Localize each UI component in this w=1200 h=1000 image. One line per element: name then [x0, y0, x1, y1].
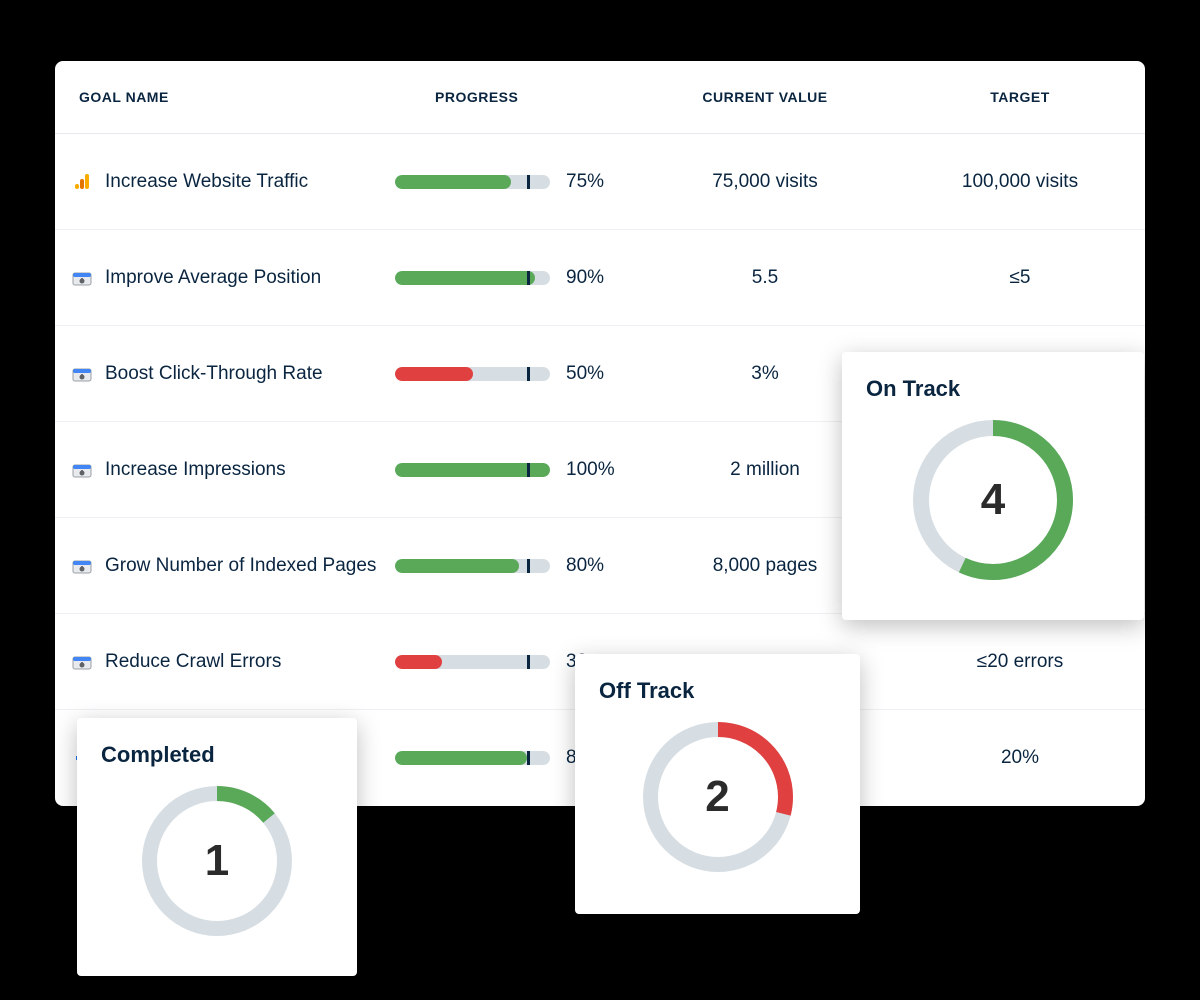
cell-progress: 100%	[395, 459, 635, 481]
search-console-icon	[71, 459, 93, 481]
cell-target: ≤20 errors	[895, 651, 1145, 673]
donut-wrap: 4	[866, 420, 1120, 580]
donut-value: 2	[643, 722, 793, 872]
donut-chart: 4	[913, 420, 1073, 580]
progress-fill	[395, 175, 511, 189]
progress-label: 90%	[566, 267, 604, 289]
progress-tick	[527, 175, 530, 189]
th-target: TARGET	[895, 89, 1145, 105]
progress-bar	[395, 559, 550, 573]
cell-progress: 90%	[395, 267, 635, 289]
th-progress: PROGRESS	[395, 89, 635, 105]
search-console-icon	[71, 555, 93, 577]
table-row[interactable]: Improve Average Position 90% 5.5≤5	[55, 230, 1145, 326]
goal-name: Increase Impressions	[105, 459, 286, 481]
progress-fill	[395, 271, 535, 285]
donut-wrap: 2	[599, 722, 836, 872]
cell-goal: Improve Average Position	[55, 267, 395, 289]
search-console-icon	[71, 267, 93, 289]
cell-goal: Increase Impressions	[55, 459, 395, 481]
progress-bar	[395, 751, 550, 765]
card-title: On Track	[866, 376, 1120, 402]
cell-goal: Boost Click-Through Rate	[55, 363, 395, 385]
cell-progress: 50%	[395, 363, 635, 385]
cell-current: 75,000 visits	[635, 171, 895, 193]
progress-tick	[527, 367, 530, 381]
goal-name: Grow Number of Indexed Pages	[105, 555, 376, 577]
donut-chart: 2	[643, 722, 793, 872]
summary-card-completed: Completed 1	[77, 718, 357, 976]
goal-name: Boost Click-Through Rate	[105, 363, 323, 385]
cell-goal: Increase Website Traffic	[55, 171, 395, 193]
donut-chart: 1	[142, 786, 292, 936]
cell-current: 5.5	[635, 267, 895, 289]
google-analytics-icon	[71, 171, 93, 193]
progress-bar	[395, 367, 550, 381]
search-console-icon	[71, 651, 93, 673]
progress-fill	[395, 751, 527, 765]
search-console-icon	[71, 363, 93, 385]
card-title: Off Track	[599, 678, 836, 704]
progress-label: 75%	[566, 171, 604, 193]
donut-value: 1	[142, 786, 292, 936]
summary-card-off-track: Off Track 2	[575, 654, 860, 914]
card-title: Completed	[101, 742, 333, 768]
th-current-value: CURRENT VALUE	[635, 89, 895, 105]
goal-name: Increase Website Traffic	[105, 171, 308, 193]
table-header: GOAL NAME PROGRESS CURRENT VALUE TARGET	[55, 61, 1145, 134]
goal-name: Improve Average Position	[105, 267, 321, 289]
progress-bar	[395, 271, 550, 285]
summary-card-on-track: On Track 4	[842, 352, 1144, 620]
cell-target: 20%	[895, 747, 1145, 769]
progress-tick	[527, 559, 530, 573]
donut-value: 4	[913, 420, 1073, 580]
cell-goal: Grow Number of Indexed Pages	[55, 555, 395, 577]
progress-fill	[395, 655, 442, 669]
donut-wrap: 1	[101, 786, 333, 936]
table-row[interactable]: Increase Website Traffic 75% 75,000 visits…	[55, 134, 1145, 230]
cell-goal: Reduce Crawl Errors	[55, 651, 395, 673]
cell-progress: 80%	[395, 555, 635, 577]
progress-fill	[395, 367, 473, 381]
progress-label: 80%	[566, 555, 604, 577]
progress-tick	[527, 463, 530, 477]
progress-bar	[395, 463, 550, 477]
progress-fill	[395, 559, 519, 573]
progress-label: 50%	[566, 363, 604, 385]
th-goal-name: GOAL NAME	[55, 89, 395, 105]
progress-tick	[527, 751, 530, 765]
progress-bar	[395, 655, 550, 669]
cell-progress: 75%	[395, 171, 635, 193]
progress-bar	[395, 175, 550, 189]
progress-tick	[527, 271, 530, 285]
cell-target: 100,000 visits	[895, 171, 1145, 193]
progress-label: 100%	[566, 459, 615, 481]
progress-tick	[527, 655, 530, 669]
cell-target: ≤5	[895, 267, 1145, 289]
goal-name: Reduce Crawl Errors	[105, 651, 281, 673]
